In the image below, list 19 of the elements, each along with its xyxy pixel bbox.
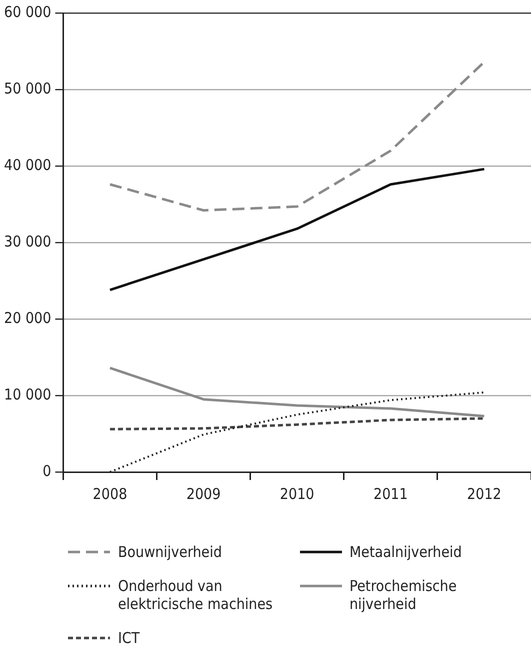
y-tick-label: 0: [42, 462, 52, 480]
line-series: [108, 417, 486, 430]
y-tick-label: 20 000: [4, 308, 52, 327]
x-tick-label: 2011: [373, 484, 408, 503]
legend-label: Onderhoud van elektricische machines: [118, 577, 274, 613]
x-tick-label: 2012: [467, 484, 502, 503]
legend-label: Bouwnijverheid: [118, 543, 222, 561]
y-tick-label: 60 000: [4, 2, 52, 21]
y-tick-label: 50 000: [4, 79, 52, 98]
y-tick-label: 10 000: [4, 385, 52, 404]
legend-label: Petrochemische nijverheid: [350, 577, 458, 613]
x-tick-label: 2008: [92, 484, 128, 503]
line-series: [108, 60, 486, 212]
x-tick-label: 2009: [186, 484, 221, 503]
legend-label: ICT: [118, 629, 140, 647]
legend-label: Metaalnijverheid: [350, 543, 462, 561]
y-tick-label: 40 000: [4, 156, 52, 174]
y-tick-label: 30 000: [4, 232, 52, 250]
x-tick-label: 2010: [280, 484, 314, 503]
